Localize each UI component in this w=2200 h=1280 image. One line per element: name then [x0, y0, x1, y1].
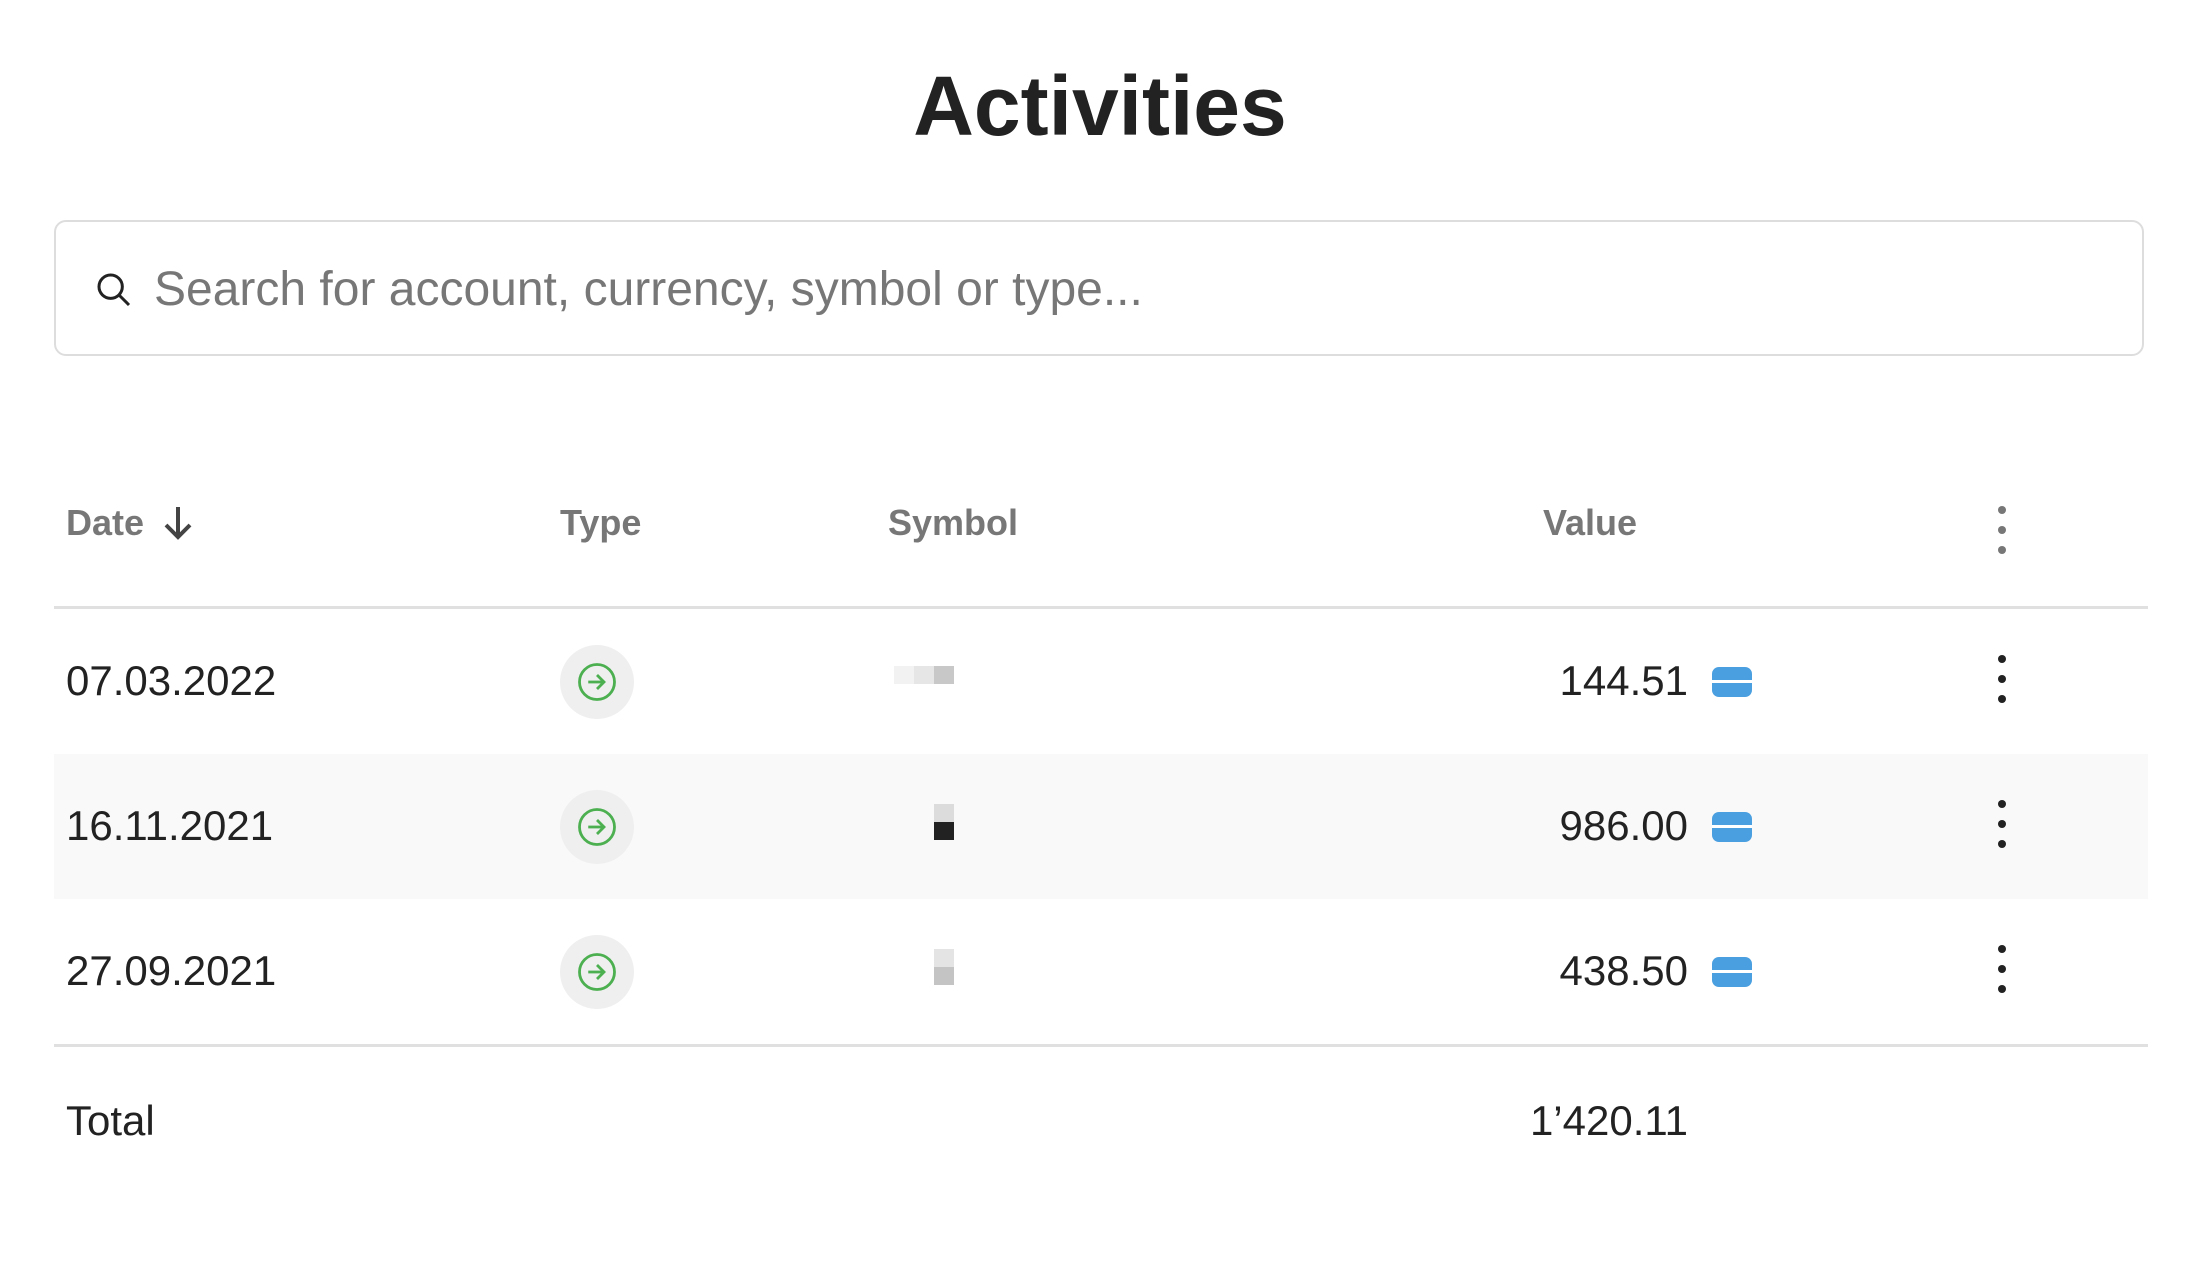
column-header-date[interactable]: Date — [66, 502, 194, 544]
date-cell: 16.11.2021 — [66, 802, 274, 849]
arrow-right-circle-icon — [578, 663, 616, 701]
date-cell: 27.09.2021 — [66, 947, 277, 994]
column-options-button[interactable] — [1992, 500, 2012, 560]
column-header-value[interactable]: Value — [1543, 502, 1638, 543]
row-options-button[interactable] — [1992, 794, 2012, 854]
page-title: Activities — [913, 59, 1287, 153]
search-input[interactable] — [152, 222, 2056, 356]
type-badge — [560, 790, 634, 864]
column-header-type[interactable]: Type — [560, 502, 642, 543]
table-header: Date Type Symbol Value — [54, 460, 2148, 609]
type-badge — [560, 645, 634, 719]
currency-flag-icon — [1712, 667, 1752, 697]
currency-flag-icon — [1712, 957, 1752, 987]
symbol-logo — [894, 659, 954, 703]
total-label: Total — [66, 1097, 155, 1144]
arrow-right-circle-icon — [578, 953, 616, 991]
currency-flag-icon — [1712, 812, 1752, 842]
column-header-symbol[interactable]: Symbol — [888, 502, 1019, 543]
search-field[interactable] — [54, 220, 2144, 356]
value-cell: 438.50 — [1559, 947, 1688, 994]
date-header-label: Date — [66, 502, 145, 543]
symbol-logo — [894, 949, 954, 993]
row-options-button[interactable] — [1992, 939, 2012, 999]
value-cell: 144.51 — [1559, 657, 1688, 704]
total-value: 1’420.11 — [1529, 1097, 1688, 1144]
table-row[interactable]: 07.03.2022 144.51 — [54, 609, 2148, 754]
type-badge — [560, 935, 634, 1009]
symbol-logo — [894, 804, 954, 848]
arrow-right-circle-icon — [578, 808, 616, 846]
table-footer: Total 1’420.11 — [54, 1044, 2148, 1197]
table-row[interactable]: 16.11.2021 986.00 — [54, 754, 2148, 899]
activities-table: Date Type Symbol Value 07.03.2022 144.51… — [54, 460, 2148, 1197]
date-cell: 07.03.2022 — [66, 657, 277, 704]
table-row[interactable]: 27.09.2021 438.50 — [54, 899, 2148, 1044]
value-cell: 986.00 — [1559, 802, 1688, 849]
row-options-button[interactable] — [1992, 649, 2012, 709]
search-icon — [97, 273, 131, 307]
sort-arrow-down-icon — [164, 507, 192, 540]
